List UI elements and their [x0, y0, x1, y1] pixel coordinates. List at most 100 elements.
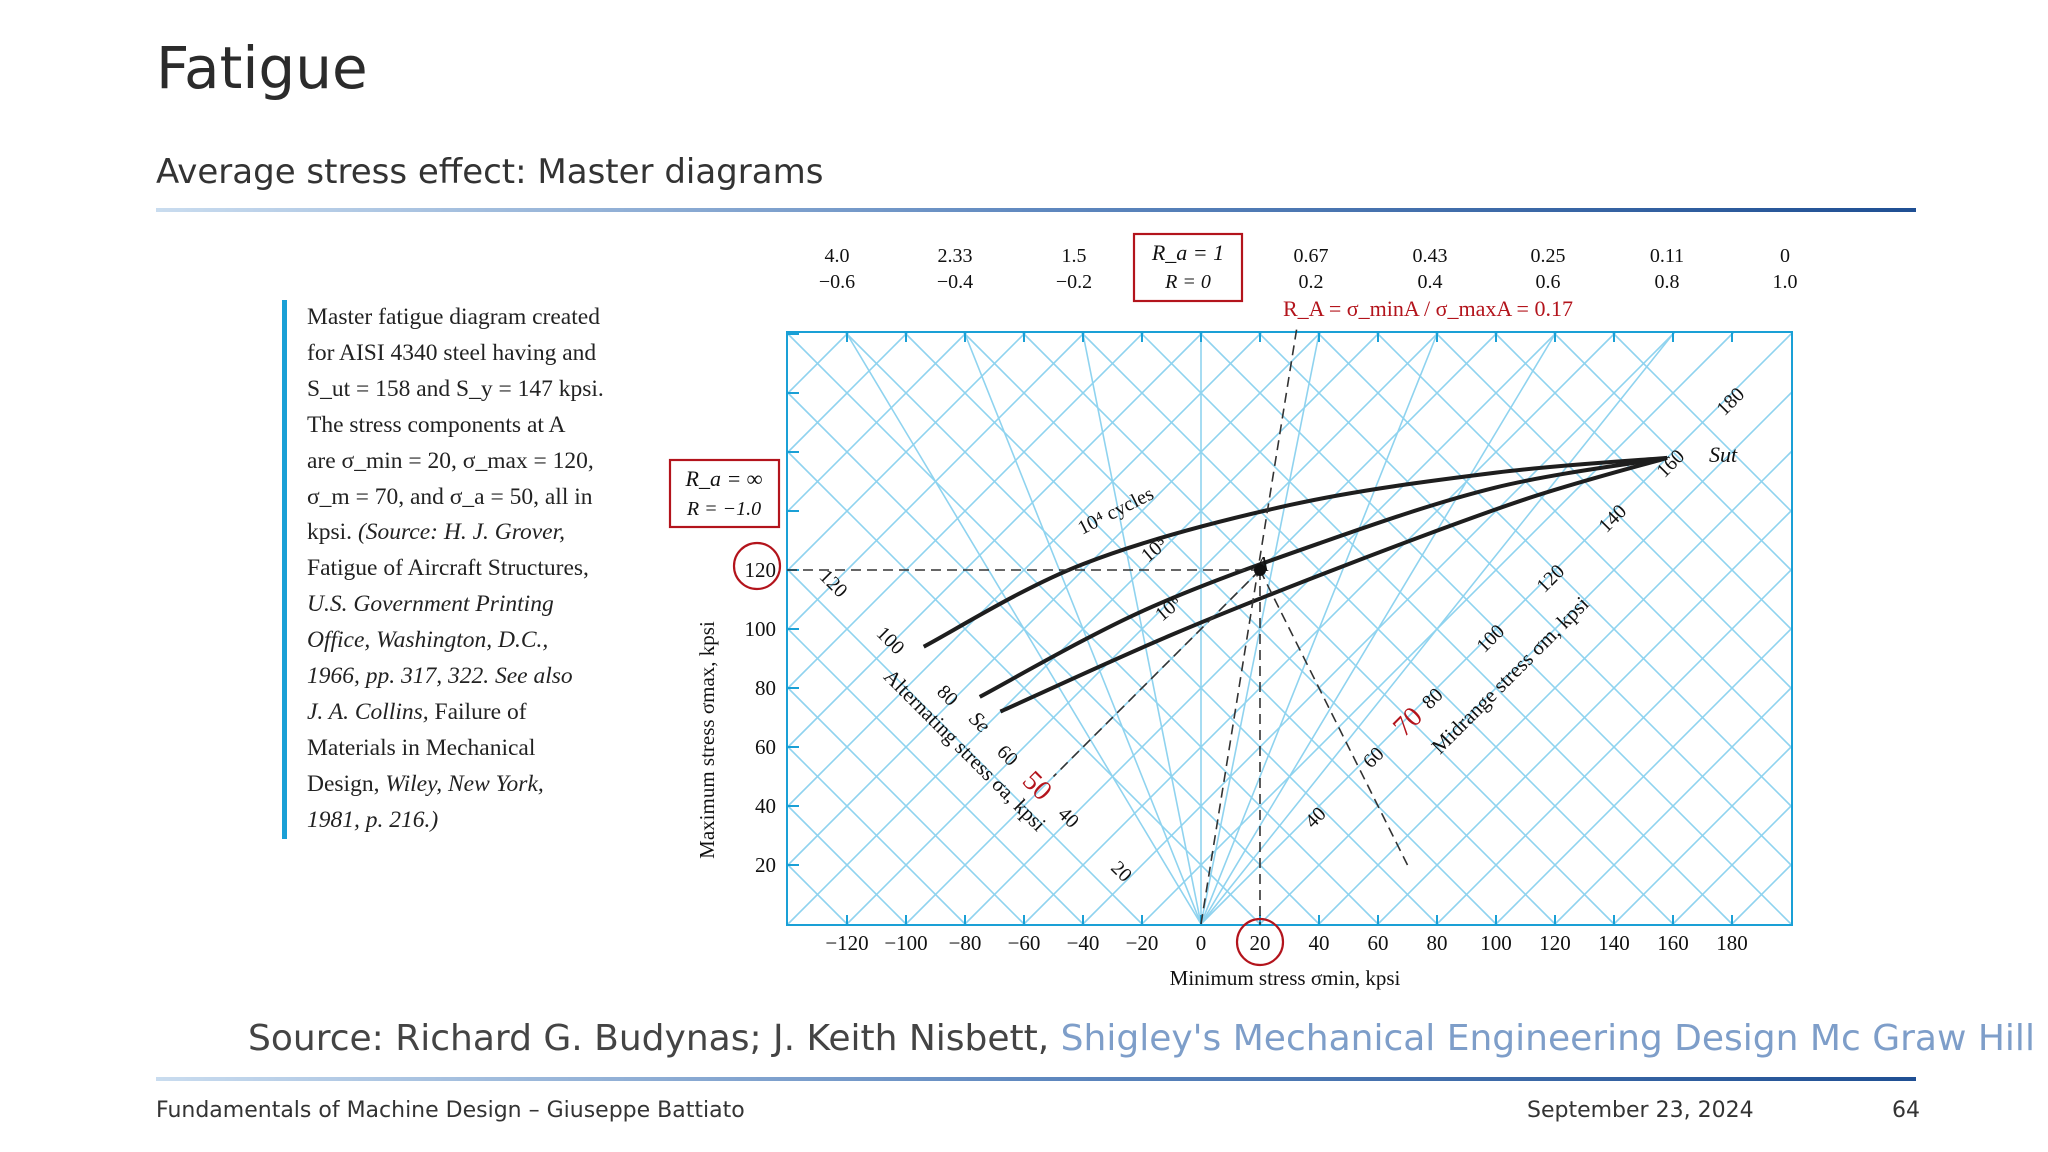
- caption-line: Fatigue of Aircraft Structures,: [307, 555, 589, 582]
- x-tick-label: 40: [1309, 931, 1330, 955]
- x-tick-label: 160: [1657, 931, 1689, 955]
- grid-line-midrange: [1316, 331, 1793, 808]
- dashed-alternating-line: [1052, 569, 1261, 778]
- plot-frame: [786, 331, 1793, 926]
- ratio-annotation: R_A = σ_minA / σ_maxA = 0.17: [1283, 296, 1573, 321]
- x-tick-label: 80: [1427, 931, 1448, 955]
- grid-line-midrange: [1375, 331, 1793, 749]
- grid-line-alternating: [1376, 509, 1793, 926]
- caption-source: (Source: H. J. Grover,: [357, 519, 566, 546]
- grid-line-midrange: [1139, 331, 1734, 926]
- top-ratio-r-label: 0.2: [1299, 271, 1324, 293]
- top-ratio-a-label: 2.33: [938, 245, 973, 267]
- x-tick-label: −120: [825, 931, 868, 955]
- alternating-tick-label: 100: [872, 622, 909, 659]
- grid-line-alternating: [1435, 568, 1793, 926]
- grid-line-midrange: [1080, 331, 1675, 926]
- grid-ray-stress-ratio: [1200, 332, 1793, 925]
- fatigue-curve-series: [978, 455, 1668, 699]
- boxed-ratio-r-label: R = 0: [1164, 271, 1211, 293]
- grid-line-alternating: [1612, 745, 1793, 926]
- top-ratio-r-label: 1.0: [1773, 271, 1798, 293]
- highlight-circle-20: [1235, 917, 1285, 967]
- caption-line: Design, Wiley, New York,: [307, 767, 667, 803]
- grid-line-midrange: [786, 804, 908, 926]
- annotation-sigma-a-value: 50: [1016, 765, 1058, 807]
- slide-subtitle: Average stress effect: Master diagrams: [156, 152, 824, 192]
- grid-line-alternating: [786, 331, 1381, 926]
- top-ratio-a-label: 0.43: [1413, 245, 1448, 267]
- footer-course: Fundamentals of Machine Design – Giusepp…: [156, 1098, 745, 1123]
- y-tick-label: 120: [745, 558, 777, 582]
- caption-text: Failure of: [434, 698, 527, 725]
- grid-line-alternating: [786, 331, 1263, 808]
- caption-line: The stress components at A: [307, 411, 566, 438]
- source-citation: Source: Richard G. Budynas; J. Keith Nis…: [248, 1018, 2035, 1059]
- grid-line-alternating: [786, 331, 1086, 631]
- x-tick-label: 100: [1480, 931, 1512, 955]
- top-ratio-a-label: 0.11: [1650, 245, 1684, 267]
- annotation-sigma-m-value: 70: [1387, 701, 1429, 743]
- x-tick-label: 120: [1539, 931, 1571, 955]
- y-axis-title: Maximum stress σmax, kpsi: [695, 621, 719, 859]
- highlight-box-rinf: [668, 458, 781, 529]
- grid-line-alternating: [786, 331, 791, 336]
- footer-date: September 23, 2024: [1527, 1098, 1754, 1123]
- caption-line: 1966, pp. 317, 322. See also: [307, 659, 667, 695]
- figure-caption: Master fatigue diagram created for AISI …: [282, 300, 667, 839]
- grid-line-midrange: [786, 332, 1380, 926]
- alternating-tick-label: 20: [1106, 857, 1136, 887]
- grid-ray-stress-ratio: [963, 331, 1202, 925]
- caption-source: U.S. Government Printing: [307, 591, 554, 618]
- footer-divider: [156, 1077, 1916, 1081]
- grid-line-alternating: [1081, 331, 1676, 926]
- footer-page-number: 64: [1892, 1098, 1920, 1123]
- grid-line-alternating: [845, 331, 1440, 926]
- grid-line-midrange: [1493, 331, 1793, 631]
- x-tick-label: 140: [1598, 931, 1630, 955]
- y-tick-label: 40: [755, 794, 776, 818]
- grid-ray-stress-ratio: [1081, 331, 1202, 925]
- point-a-label: A: [1254, 552, 1269, 576]
- top-ratio-r-label: −0.6: [819, 271, 855, 293]
- se-label: Se: [964, 707, 995, 738]
- grid-line-midrange: [786, 568, 1144, 926]
- grid-line-midrange: [1257, 331, 1793, 867]
- grid-line-midrange: [1021, 331, 1616, 926]
- grid-line-alternating: [786, 331, 1027, 572]
- grid-line-midrange: [1434, 331, 1793, 690]
- grid-line-alternating: [1317, 450, 1793, 926]
- grid-line-midrange: [786, 450, 1262, 926]
- dashed-midrange-line: [1259, 569, 1409, 866]
- x-tick-label: 180: [1716, 931, 1748, 955]
- caption-source: 1981, p. 216.): [307, 806, 439, 833]
- grid-line-alternating: [786, 331, 850, 395]
- grid-line-midrange: [962, 331, 1557, 926]
- grid-line-alternating: [786, 331, 1322, 867]
- midrange-axis-title: Midrange stress σm, kpsi: [1427, 592, 1594, 759]
- grid-line-midrange: [1552, 331, 1793, 572]
- top-ratio-r-label: −0.2: [1056, 271, 1092, 293]
- midrange-tick-label: 140: [1594, 500, 1631, 537]
- top-ratio-a-label: 4.0: [825, 245, 850, 267]
- grid-line-midrange: [786, 686, 1026, 926]
- curve-label-1e4: 10⁴ cycles: [1074, 483, 1157, 540]
- grid-line-alternating: [904, 331, 1499, 926]
- grid-line-alternating: [786, 331, 1204, 749]
- x-tick-label: 0: [1196, 931, 1207, 955]
- caption-text: kpsi.: [307, 519, 353, 546]
- x-axis-title: Minimum stress σmin, kpsi: [1170, 966, 1401, 990]
- grid-ray-stress-ratio: [1200, 331, 1439, 925]
- grid-ray-stress-ratio: [1200, 331, 1557, 925]
- caption-line: for AISI 4340 steel having and: [307, 339, 597, 366]
- midrange-tick-label: 120: [1532, 560, 1569, 597]
- grid-line-alternating: [786, 331, 968, 513]
- top-ratio-a-label: 0.67: [1294, 245, 1329, 267]
- highlight-box-r0: [1132, 232, 1244, 303]
- highlight-circle-120: [732, 541, 782, 591]
- source-link[interactable]: Shigley's Mechanical Engineering Design …: [1060, 1018, 2035, 1059]
- caption-source: 1966, pp. 317, 322. See also: [307, 663, 573, 690]
- top-ratio-r-label: 0.6: [1536, 271, 1561, 293]
- grid-ray-stress-ratio: [845, 331, 1202, 925]
- header-divider: [156, 208, 1916, 212]
